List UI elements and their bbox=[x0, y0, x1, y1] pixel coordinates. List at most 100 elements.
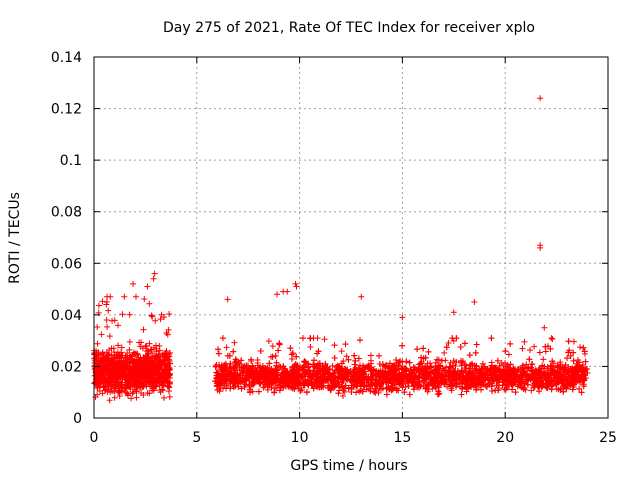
data-point bbox=[230, 348, 237, 355]
data-point bbox=[144, 372, 151, 379]
data-point bbox=[107, 293, 114, 300]
data-point bbox=[497, 367, 504, 374]
data-point bbox=[167, 360, 174, 367]
data-point bbox=[316, 360, 323, 367]
data-point bbox=[267, 375, 274, 382]
data-point bbox=[351, 372, 358, 379]
data-point bbox=[299, 335, 306, 342]
y-tick-label: 0.14 bbox=[51, 50, 82, 66]
data-point bbox=[293, 353, 300, 360]
data-point bbox=[431, 367, 438, 374]
data-point bbox=[331, 354, 338, 361]
data-point bbox=[466, 352, 473, 359]
data-point bbox=[312, 380, 319, 387]
data-point bbox=[406, 359, 413, 366]
data-point bbox=[385, 368, 392, 375]
data-point bbox=[112, 383, 119, 390]
data-point bbox=[354, 373, 361, 380]
data-point bbox=[560, 378, 567, 385]
data-point bbox=[246, 366, 253, 373]
data-point bbox=[447, 359, 454, 366]
data-point bbox=[137, 343, 144, 350]
data-point bbox=[578, 389, 585, 396]
data-point bbox=[269, 353, 276, 360]
data-point bbox=[467, 362, 474, 369]
data-point bbox=[485, 374, 492, 381]
data-point bbox=[525, 377, 532, 384]
data-point bbox=[359, 366, 366, 373]
data-point bbox=[107, 389, 114, 396]
x-axis-label: GPS time / hours bbox=[290, 458, 407, 474]
data-point bbox=[508, 381, 515, 388]
data-point bbox=[402, 383, 409, 390]
x-tick-label: 0 bbox=[90, 430, 99, 446]
data-point bbox=[260, 366, 267, 373]
data-point bbox=[544, 380, 551, 387]
data-point bbox=[276, 387, 283, 394]
data-point bbox=[231, 369, 238, 376]
data-point bbox=[98, 373, 105, 380]
data-point bbox=[417, 360, 424, 367]
data-point bbox=[582, 358, 589, 365]
data-point bbox=[105, 307, 112, 314]
data-point bbox=[453, 335, 460, 342]
data-point bbox=[420, 345, 427, 352]
data-point bbox=[98, 331, 105, 338]
data-point bbox=[401, 365, 408, 372]
data-point bbox=[433, 377, 440, 384]
data-point bbox=[126, 364, 133, 371]
data-point bbox=[165, 326, 172, 333]
data-point bbox=[148, 346, 155, 353]
data-point bbox=[395, 387, 402, 394]
data-point bbox=[568, 366, 575, 373]
data-point bbox=[535, 372, 542, 379]
data-point bbox=[99, 350, 106, 357]
data-point bbox=[325, 370, 332, 377]
data-point bbox=[132, 293, 139, 300]
data-point bbox=[371, 367, 378, 374]
data-point bbox=[315, 348, 322, 355]
data-point bbox=[289, 350, 296, 357]
data-point bbox=[519, 371, 526, 378]
data-point bbox=[300, 382, 307, 389]
data-point bbox=[339, 392, 346, 399]
data-point bbox=[438, 371, 445, 378]
data-point bbox=[502, 386, 509, 393]
data-point bbox=[308, 376, 315, 383]
data-point bbox=[271, 389, 278, 396]
data-point bbox=[386, 376, 393, 383]
data-point bbox=[528, 387, 535, 394]
data-point bbox=[126, 338, 133, 345]
data-point bbox=[118, 365, 125, 372]
data-point bbox=[434, 356, 441, 363]
data-point bbox=[515, 381, 522, 388]
data-point bbox=[224, 371, 231, 378]
data-point bbox=[458, 391, 465, 398]
data-point bbox=[126, 346, 133, 353]
data-point bbox=[117, 373, 124, 380]
data-point bbox=[441, 368, 448, 375]
data-point bbox=[377, 383, 384, 390]
data-point bbox=[223, 365, 230, 372]
data-point bbox=[144, 389, 151, 396]
data-point bbox=[219, 335, 226, 342]
data-point bbox=[364, 363, 371, 370]
data-point bbox=[581, 377, 588, 384]
data-point bbox=[383, 379, 390, 386]
data-point bbox=[237, 379, 244, 386]
data-point bbox=[321, 336, 328, 343]
data-point bbox=[329, 362, 336, 369]
data-point bbox=[317, 368, 324, 375]
data-point bbox=[369, 371, 376, 378]
data-point bbox=[255, 388, 262, 395]
data-point bbox=[467, 378, 474, 385]
data-point bbox=[246, 382, 253, 389]
data-point bbox=[565, 369, 572, 376]
data-point bbox=[381, 374, 388, 381]
data-point bbox=[475, 381, 482, 388]
data-point bbox=[459, 376, 466, 383]
data-point bbox=[126, 311, 133, 318]
data-point bbox=[104, 377, 111, 384]
data-point bbox=[398, 365, 405, 372]
data-point bbox=[106, 333, 113, 340]
